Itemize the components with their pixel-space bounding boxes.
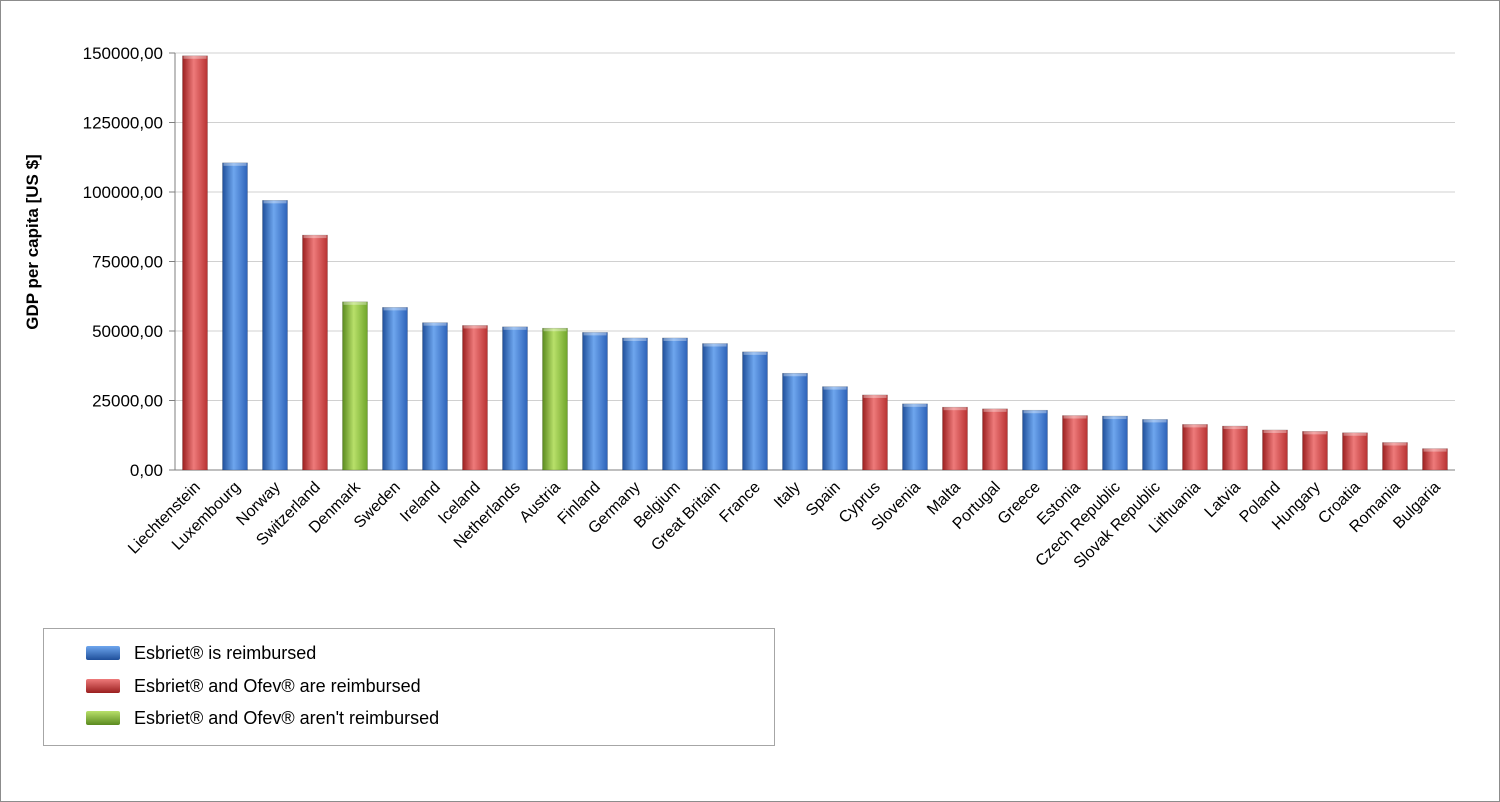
- bar-highlight: [463, 325, 487, 329]
- y-tick-label: 125000,00: [83, 114, 163, 133]
- bar-highlight: [503, 326, 527, 330]
- bar-iceland: [462, 325, 488, 471]
- bar-highlight: [1023, 410, 1047, 414]
- bar-highlight: [303, 235, 327, 239]
- bar-highlight: [223, 162, 247, 166]
- x-tick-label: Italy: [771, 479, 804, 512]
- bar-malta: [942, 406, 968, 471]
- bar-highlight: [583, 332, 607, 336]
- bar-highlight: [1103, 416, 1127, 420]
- bar-switzerland: [302, 234, 328, 471]
- y-tick-label: 100000,00: [83, 183, 163, 202]
- y-tick-label: 50000,00: [92, 322, 163, 341]
- bar-romania: [1382, 442, 1408, 471]
- legend-item-both: Esbriet® and Ofev® are reimbursed: [86, 674, 421, 698]
- bar-norway: [262, 200, 288, 471]
- legend-swatch-red: [86, 679, 120, 693]
- bar-poland: [1262, 429, 1288, 471]
- bar-ireland: [422, 322, 448, 471]
- legend-swatch-blue: [86, 646, 120, 660]
- y-tick-label: 150000,00: [83, 44, 163, 63]
- bar-slovak-republic: [1142, 419, 1168, 471]
- bar-netherlands: [502, 326, 528, 471]
- bar-sweden: [382, 307, 408, 471]
- bar-france: [742, 351, 768, 471]
- legend-item-none: Esbriet® and Ofev® aren't reimbursed: [86, 706, 439, 730]
- bar-highlight: [1263, 429, 1287, 433]
- bar-highlight: [183, 55, 207, 59]
- y-tick-label: 0,00: [130, 461, 163, 480]
- bar-highlight: [423, 322, 447, 326]
- bar-highlight: [823, 386, 847, 390]
- bar-highlight: [543, 328, 567, 332]
- bar-highlight: [1063, 415, 1087, 419]
- x-tick-label: Greece: [995, 479, 1044, 528]
- bar-highlight: [663, 337, 687, 341]
- bar-highlight: [703, 343, 727, 347]
- legend-label: Esbriet® is reimbursed: [134, 642, 317, 663]
- x-tick-label: France: [717, 479, 764, 526]
- bar-austria: [542, 327, 568, 471]
- y-axis-label: GDP per capita [US $]: [23, 154, 42, 329]
- bar-highlight: [943, 407, 967, 411]
- bar-highlight: [1383, 442, 1407, 446]
- bar-great-britain: [702, 343, 728, 471]
- bar-highlight: [263, 200, 287, 204]
- bar-highlight: [983, 408, 1007, 412]
- bar-slovenia: [902, 403, 928, 471]
- bar-germany: [622, 337, 648, 471]
- bar-luxembourg: [222, 162, 248, 471]
- bar-highlight: [623, 337, 647, 341]
- bar-highlight: [783, 373, 807, 377]
- bar-spain: [822, 386, 848, 471]
- bar-portugal: [982, 408, 1008, 471]
- bar-italy: [782, 372, 808, 471]
- bar-highlight: [343, 301, 367, 305]
- bar-highlight: [903, 403, 927, 407]
- bar-liechtenstein: [182, 55, 208, 471]
- bar-finland: [582, 332, 608, 471]
- bar-highlight: [1223, 426, 1247, 430]
- y-tick-label: 75000,00: [92, 253, 163, 272]
- bar-highlight: [1303, 431, 1327, 435]
- bars: [182, 55, 1448, 471]
- bar-highlight: [1183, 424, 1207, 428]
- bar-highlight: [383, 307, 407, 311]
- bar-czech-republic: [1102, 415, 1128, 471]
- bar-greece: [1022, 409, 1048, 471]
- bar-highlight: [1423, 448, 1447, 452]
- legend-item-esbriet: Esbriet® is reimbursed: [86, 641, 316, 665]
- legend-label: Esbriet® and Ofev® are reimbursed: [134, 675, 421, 696]
- bar-highlight: [1143, 419, 1167, 423]
- bar-highlight: [863, 394, 887, 398]
- legend-swatch-green: [86, 711, 120, 725]
- bar-cyprus: [862, 394, 888, 471]
- legend: Esbriet® is reimbursed Esbriet® and Ofev…: [43, 628, 775, 746]
- bar-estonia: [1062, 415, 1088, 471]
- bar-highlight: [743, 351, 767, 355]
- bar-belgium: [662, 337, 688, 471]
- bar-croatia: [1342, 432, 1368, 471]
- y-tick-label: 25000,00: [92, 392, 163, 411]
- bar-lithuania: [1182, 424, 1208, 471]
- bar-bulgaria: [1422, 448, 1448, 471]
- bar-highlight: [1343, 432, 1367, 436]
- bar-latvia: [1222, 425, 1248, 471]
- legend-label: Esbriet® and Ofev® aren't reimbursed: [134, 707, 440, 728]
- x-tick-label: Ireland: [397, 479, 444, 526]
- bar-hungary: [1302, 431, 1328, 471]
- bar-denmark: [342, 301, 368, 471]
